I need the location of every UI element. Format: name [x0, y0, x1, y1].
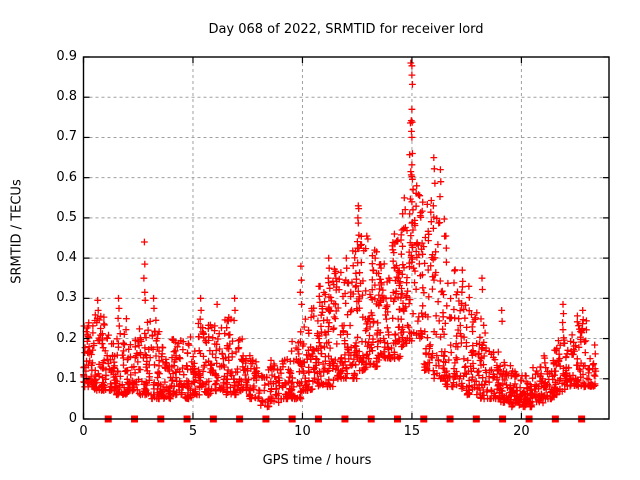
x-axis-label: GPS time / hours — [262, 453, 372, 468]
x-tick-label: 0 — [79, 424, 88, 439]
y-tick-label: 0.5 — [56, 209, 77, 225]
y-tick-label: 0 — [68, 411, 77, 426]
axis-border-and-ticks — [82, 56, 610, 420]
x-tick-label: 20 — [513, 424, 530, 439]
y-axis-label: SRMTID / TECUs — [9, 179, 25, 284]
y-tick-label: 0.7 — [56, 129, 77, 145]
y-tick-label: 0.6 — [56, 169, 77, 185]
chart-title: Day 068 of 2022, SRMTID for receiver lor… — [208, 22, 484, 37]
y-tick-label: 0.1 — [56, 370, 77, 386]
x-tick-label: 15 — [403, 424, 421, 439]
y-tick-label: 0.9 — [56, 49, 77, 64]
x-tick-label: 5 — [188, 424, 198, 439]
x-tick-label: 10 — [294, 424, 311, 439]
y-tick-label: 0.8 — [56, 89, 77, 105]
y-tick-label: 0.3 — [56, 290, 77, 306]
y-tick-label: 0.4 — [56, 250, 77, 266]
y-tick-label: 0.2 — [56, 330, 77, 346]
